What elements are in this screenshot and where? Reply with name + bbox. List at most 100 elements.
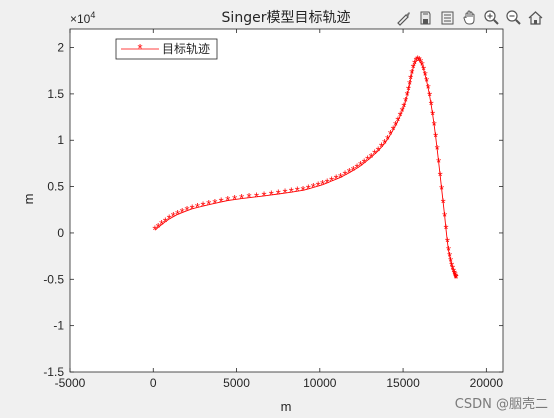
data-point: * [446, 243, 451, 258]
data-point: * [295, 184, 300, 199]
watermark-text: CSDN @胭壳二 [454, 397, 548, 412]
data-point: * [415, 53, 420, 68]
data-point: * [338, 170, 343, 185]
data-point: * [156, 220, 161, 235]
data-point: * [358, 158, 363, 173]
data-point: * [418, 55, 423, 70]
data-point: * [436, 155, 441, 170]
data-point: * [443, 222, 448, 237]
axes-background [69, 28, 504, 373]
data-point: * [163, 214, 168, 229]
data-point: * [408, 72, 413, 87]
data-point: * [395, 113, 400, 128]
data-point: * [442, 209, 447, 224]
data-point: * [369, 150, 374, 165]
data-point: * [261, 188, 266, 203]
pan-button[interactable] [459, 7, 480, 28]
data-point: * [180, 205, 185, 220]
pan-icon [463, 9, 475, 24]
data-point: * [276, 187, 281, 202]
data-point: * [412, 56, 417, 71]
y-tick-label: -0.5 [43, 272, 64, 286]
data-point: * [239, 191, 244, 206]
data-point: * [372, 147, 377, 162]
data-point: * [282, 186, 287, 201]
legend[interactable]: * 目标轨迹 [115, 38, 218, 60]
data-point: * [300, 183, 305, 198]
home-icon [528, 10, 543, 25]
data-point: * [175, 207, 180, 222]
data-point: * [417, 53, 422, 68]
data-point: * [225, 193, 230, 208]
data-point: * [334, 172, 339, 187]
data-point: * [316, 179, 321, 194]
data-point: * [212, 196, 217, 211]
data-point: * [420, 58, 425, 73]
data-point: * [453, 270, 458, 285]
data-point: * [311, 180, 316, 195]
plot-series: ***** * * * * * * * * * * * * * * * * * * * * * * * * * * * * * * * ****… [152, 53, 458, 286]
data-point: * [398, 109, 403, 124]
data-point: * [329, 174, 334, 189]
chart-title: Singer模型目标轨迹 [222, 10, 351, 26]
data-point: * [171, 209, 176, 224]
home-button[interactable] [525, 7, 546, 28]
y-tick-label: -1 [53, 319, 64, 333]
x-tick-label: 5000 [223, 376, 250, 390]
data-point: * [401, 99, 406, 114]
data-point: * [320, 177, 325, 192]
y-tick-label: 2 [57, 41, 64, 55]
data-point: * [159, 217, 164, 232]
y-tick-label: 1 [57, 133, 64, 147]
data-point: * [200, 199, 205, 214]
save-button[interactable] [415, 7, 436, 28]
data-point: * [379, 140, 384, 155]
data-point: * [190, 201, 195, 216]
data-point: * [254, 189, 259, 204]
data-point: * [424, 74, 429, 89]
data-point: * [351, 163, 356, 178]
data-point: * [219, 194, 224, 209]
brush-button[interactable] [393, 7, 414, 28]
legend-icon [441, 11, 454, 24]
data-point: * [407, 77, 412, 92]
data-point: * [362, 156, 367, 171]
data-point: * [445, 234, 450, 249]
data-point: * [452, 268, 457, 283]
y-tick-label: 0.5 [47, 180, 64, 194]
data-point: * [406, 83, 411, 98]
y-axis-label: m [21, 194, 36, 205]
data-point: * [441, 195, 446, 210]
series-line [154, 59, 457, 279]
zoom-in-button[interactable] [481, 7, 502, 28]
brush-icon [397, 11, 410, 26]
data-point: * [342, 168, 347, 183]
zoom-in-icon [484, 9, 499, 25]
y-tick-label: 0 [57, 226, 64, 240]
data-point: * [403, 94, 408, 109]
data-point: * [426, 81, 431, 96]
data-point: * [423, 68, 428, 83]
legend-button[interactable] [437, 7, 458, 28]
data-point: * [432, 118, 437, 133]
data-point: * [393, 118, 398, 133]
data-point: * [451, 264, 456, 279]
data-point: * [152, 223, 157, 238]
data-point: * [385, 132, 390, 147]
data-point: * [195, 200, 200, 215]
data-point: * [246, 190, 251, 205]
y-exponent-base: ×10 [70, 12, 91, 26]
zoom-out-button[interactable] [503, 7, 524, 28]
data-point: * [184, 203, 189, 218]
data-point: * [269, 187, 274, 202]
axis-ticks: -5000 0 5000 10000 15000 20000 -1.5 -1 -0.5 0 0.5 1… [43, 29, 503, 390]
data-point: * [167, 212, 172, 227]
y-exponent-power: 4 [90, 10, 95, 20]
x-tick-label: 15000 [386, 376, 420, 390]
x-tick-label: 20000 [470, 376, 504, 390]
x-tick-label: 0 [150, 376, 157, 390]
y-exponent-label: ×104 [70, 10, 95, 26]
data-point: * [453, 271, 458, 286]
data-point: * [365, 153, 370, 168]
